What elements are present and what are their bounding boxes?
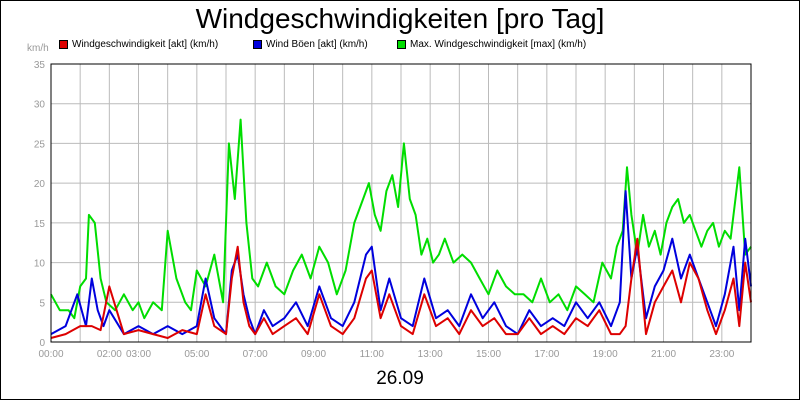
legend-swatch-max (397, 40, 406, 49)
y-tick-label: 0 (39, 338, 45, 349)
y-tick-label: 15 (34, 219, 46, 230)
y-tick-label: 30 (34, 100, 46, 111)
legend-item-max: Max. Windgeschwindigkeit [max] (km/h) (397, 39, 586, 50)
legend-label-akt: Windgeschwindigkeit [akt] (km/h) (72, 39, 219, 50)
y-axis-unit-label: km/h (27, 43, 49, 54)
legend-swatch-boeen (253, 40, 262, 49)
x-tick-label: 11:00 (360, 349, 385, 360)
x-tick-label: 17:00 (534, 349, 559, 360)
x-axis-date-label: 26.09 (376, 368, 424, 389)
legend-label-max: Max. Windgeschwindigkeit [max] (km/h) (410, 39, 587, 50)
x-tick-label: 19:00 (593, 349, 618, 360)
x-tick-label: 13:00 (418, 349, 443, 360)
y-tick-label: 10 (34, 259, 46, 270)
series-line-2 (50, 118, 752, 320)
legend-item-boeen: Wind Böen [akt] (km/h) (253, 39, 368, 50)
plot-border (50, 63, 752, 343)
legend-swatch-akt (59, 40, 68, 49)
series-line-0 (50, 237, 752, 339)
x-tick-label: 05:00 (184, 349, 209, 360)
x-tick-label: 23:00 (709, 349, 734, 360)
x-tick-label: 00:00 (38, 349, 63, 360)
y-tick-label: 20 (34, 179, 46, 190)
y-tick-label: 35 (34, 60, 46, 71)
x-tick-label: 15:00 (476, 349, 501, 360)
x-tick-label: 09:00 (301, 349, 326, 360)
y-tick-label: 25 (34, 139, 46, 150)
x-tick-label: 21:00 (651, 349, 676, 360)
legend-item-akt: Windgeschwindigkeit [akt] (km/h) (59, 39, 218, 50)
x-tick-label: 07:00 (243, 349, 268, 360)
y-tick-label: 5 (39, 298, 45, 309)
x-tick-label: 03:00 (126, 349, 151, 360)
series-line-1 (50, 190, 752, 336)
x-tick-label: 02:00 (97, 349, 122, 360)
legend-label-boeen: Wind Böen [akt] (km/h) (266, 39, 368, 50)
chart-title: Windgeschwindigkeiten [pro Tag] (195, 3, 605, 34)
